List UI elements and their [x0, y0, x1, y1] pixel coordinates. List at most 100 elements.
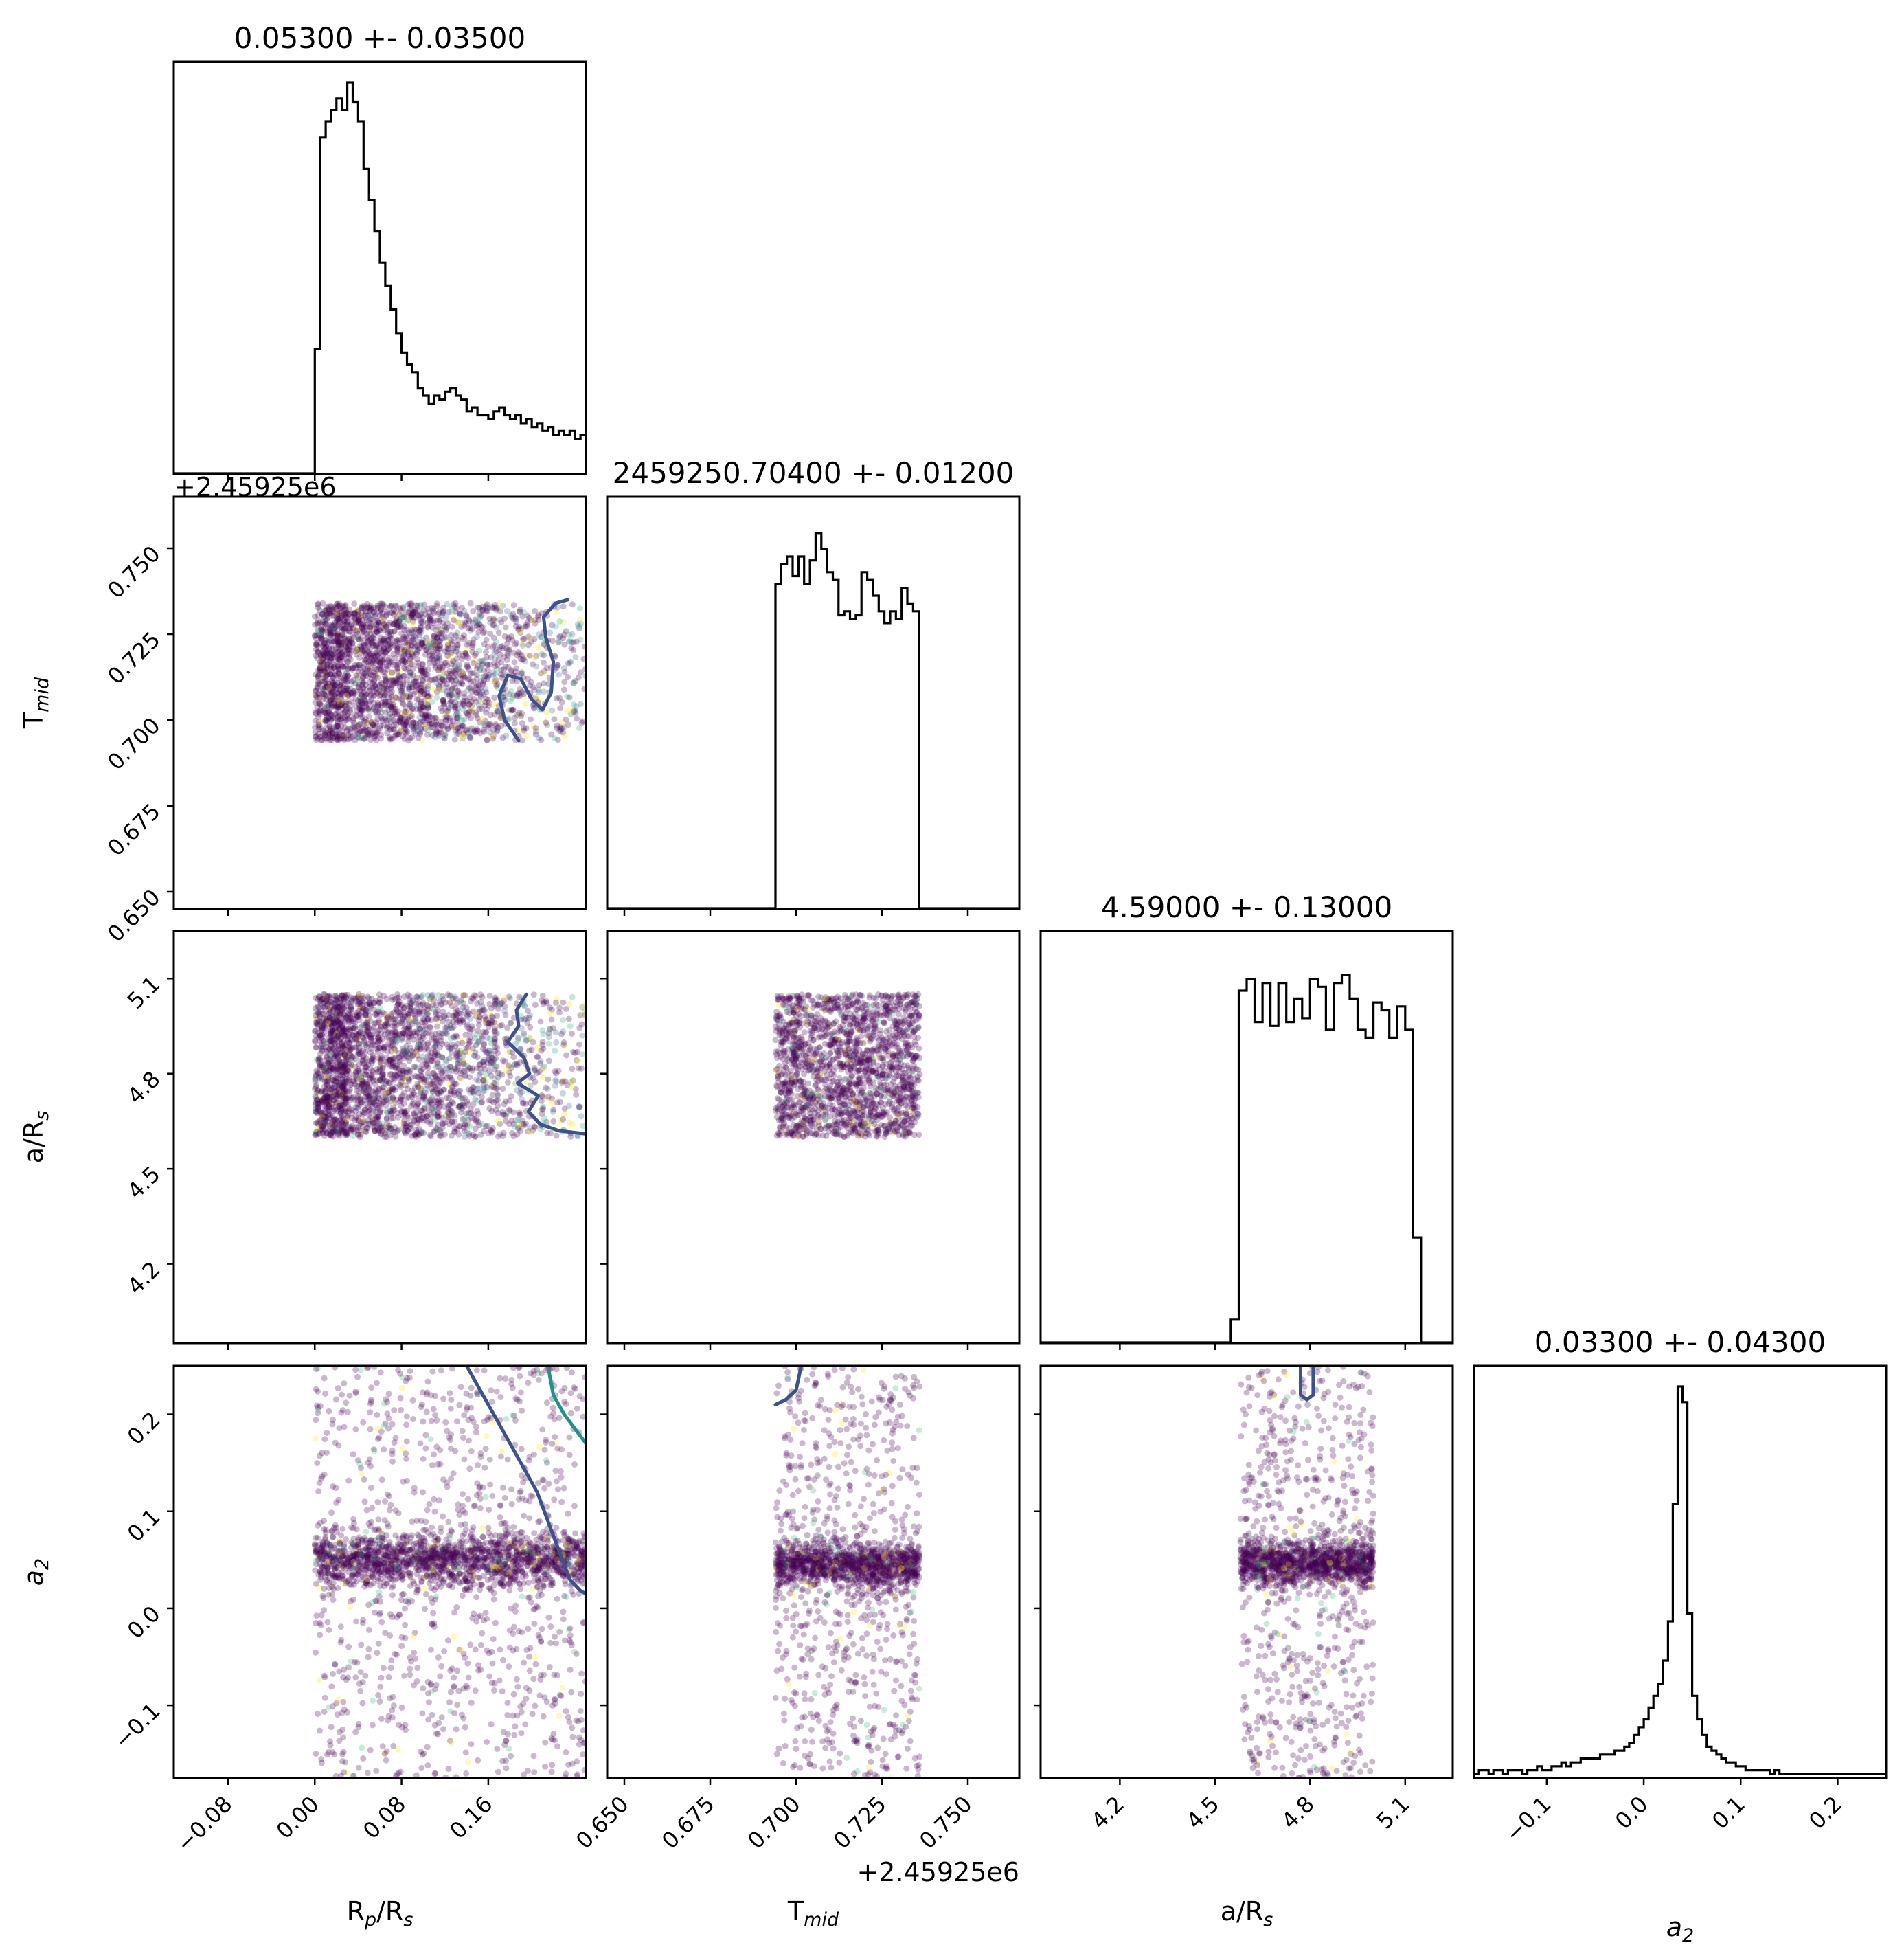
- sample-point: [347, 728, 354, 735]
- sample-point: [441, 702, 448, 709]
- sample-point: [493, 682, 500, 689]
- sample-point: [342, 602, 349, 608]
- sample-point: [361, 718, 367, 725]
- sample-point: [355, 618, 362, 625]
- sample-point: [337, 639, 343, 645]
- sample-point: [451, 704, 458, 710]
- sample-point: [373, 729, 380, 736]
- sample-point: [334, 737, 341, 743]
- sample-point: [454, 710, 461, 717]
- sample-point: [519, 737, 525, 744]
- sample-point: [359, 1057, 365, 1064]
- sample-point: [382, 640, 389, 647]
- sample-point: [457, 620, 464, 627]
- sample-point: [443, 625, 450, 632]
- sample-point: [473, 650, 479, 657]
- sample-point: [476, 719, 483, 726]
- sample-point: [338, 651, 345, 657]
- sample-point: [359, 669, 365, 676]
- sample-point: [343, 609, 350, 616]
- sample-point: [486, 1000, 493, 1007]
- sample-point: [315, 617, 321, 624]
- sample-point: [344, 621, 351, 628]
- sample-point: [460, 731, 467, 737]
- sample-point: [321, 678, 328, 685]
- sample-point: [510, 616, 517, 622]
- sample-point: [317, 633, 324, 640]
- sample-point: [317, 659, 324, 666]
- sample-point: [423, 715, 430, 722]
- sample-point: [390, 620, 397, 627]
- sample-point: [455, 725, 462, 732]
- sample-point: [368, 730, 375, 737]
- sample-point: [345, 664, 352, 671]
- sample-point: [358, 635, 365, 642]
- sample-point: [426, 719, 433, 726]
- sample-point: [461, 716, 468, 723]
- sample-point: [385, 660, 392, 666]
- sample-point: [539, 1027, 546, 1034]
- sample-point: [544, 1129, 551, 1136]
- sample-point: [333, 704, 340, 710]
- sample-point: [330, 607, 336, 614]
- sample-point: [540, 1105, 546, 1112]
- sample-point: [406, 686, 413, 693]
- sample-point: [570, 701, 577, 708]
- sample-point: [519, 613, 526, 620]
- sample-point: [338, 716, 345, 723]
- sample-point: [417, 644, 423, 651]
- sample-point: [413, 723, 420, 730]
- sample-point: [408, 638, 415, 644]
- sample-point: [520, 1100, 527, 1107]
- sample-point: [354, 674, 361, 681]
- sample-point: [455, 664, 462, 671]
- sample-point: [425, 648, 432, 655]
- sample-point: [553, 1039, 560, 1046]
- sample-point: [363, 734, 370, 741]
- sample-point: [490, 732, 497, 739]
- sample-point: [418, 737, 425, 743]
- sample-point: [435, 730, 442, 737]
- sample-point: [467, 734, 474, 741]
- sample-point: [427, 613, 434, 620]
- sample-point: [320, 696, 327, 703]
- sample-point: [472, 684, 479, 690]
- sample-point: [332, 625, 339, 632]
- sample-point: [511, 659, 518, 666]
- sample-point: [371, 724, 378, 731]
- sample-point: [376, 701, 383, 708]
- sample-point: [363, 728, 370, 734]
- sample-point: [526, 1124, 533, 1131]
- sample-point: [370, 635, 377, 642]
- sample-point: [572, 710, 579, 717]
- sample-point: [364, 600, 371, 607]
- sample-point: [556, 634, 563, 641]
- sample-point: [376, 991, 383, 998]
- sample-point: [457, 724, 464, 731]
- sample-point: [569, 601, 576, 608]
- sample-point: [439, 610, 446, 617]
- sample-point: [378, 610, 385, 617]
- sample-point: [576, 1103, 582, 1110]
- sample-point: [444, 691, 451, 698]
- sample-point: [480, 1088, 487, 1094]
- sample-point: [337, 701, 344, 708]
- sample-point: [345, 736, 352, 743]
- sample-point: [356, 611, 363, 618]
- sample-point: [479, 673, 486, 680]
- sample-point: [579, 1032, 586, 1039]
- sample-point: [365, 713, 372, 720]
- sample-point: [401, 708, 408, 715]
- sample-point: [475, 605, 481, 611]
- sample-point: [417, 603, 424, 609]
- sample-point: [396, 618, 403, 625]
- sample-point: [328, 631, 335, 638]
- sample-point: [338, 614, 344, 621]
- sample-point: [353, 672, 360, 679]
- sample-point: [549, 622, 556, 629]
- sample-point: [567, 1023, 574, 1030]
- sample-point: [339, 701, 345, 708]
- sample-point: [339, 728, 346, 734]
- sample-point: [334, 736, 341, 743]
- sample-point: [462, 1072, 469, 1079]
